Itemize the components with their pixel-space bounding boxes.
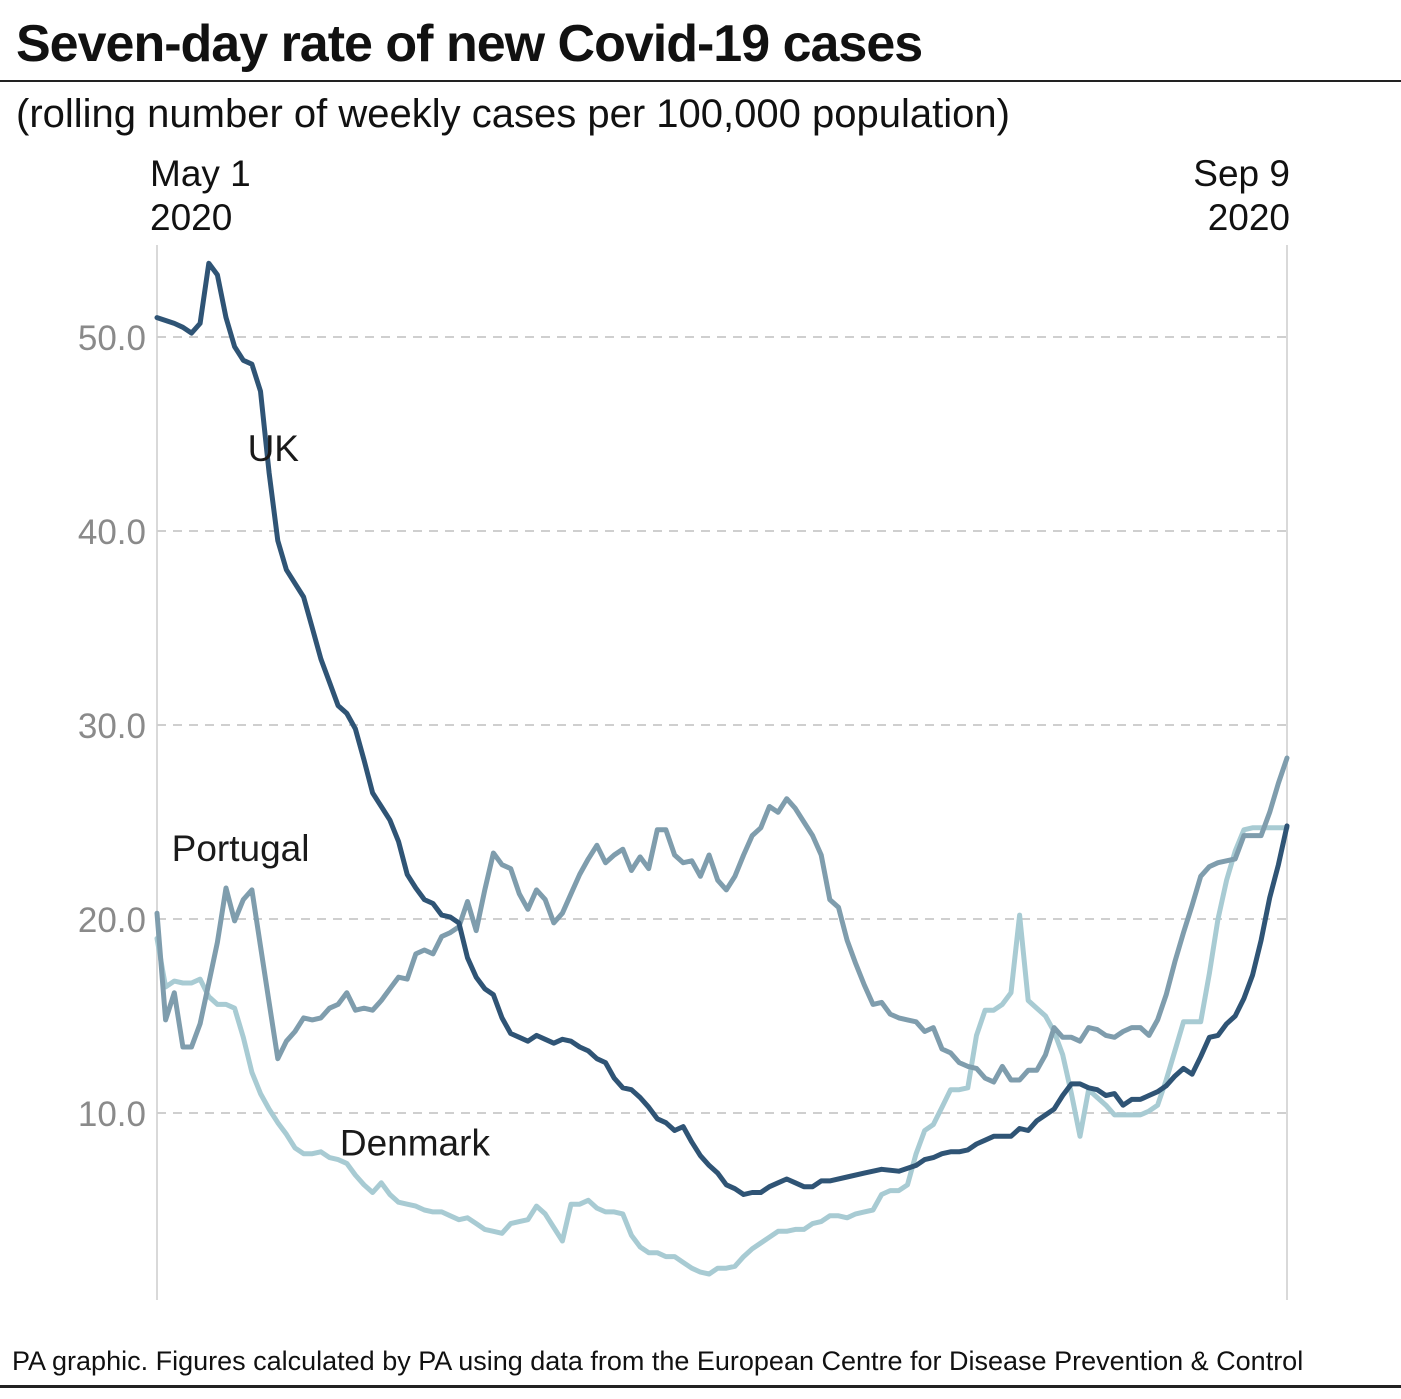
series-label-uk: UK	[248, 428, 300, 469]
x-end-label: Sep 9 2020	[1193, 152, 1290, 240]
axis-layer: 10.0 20.0 30.0 40.0 50.0	[78, 319, 146, 1134]
footer-divider	[0, 1385, 1401, 1388]
title-divider	[0, 80, 1401, 82]
series-line-uk	[154, 260, 1290, 1197]
y-tick-label: 20.0	[78, 901, 146, 940]
series-label-denmark: Denmark	[340, 1123, 491, 1164]
label-layer: UK Portugal Denmark	[172, 428, 491, 1164]
series-label-portugal: Portugal	[172, 828, 310, 869]
x-end-line2: 2020	[1207, 197, 1290, 238]
x-start-label: May 1 2020	[150, 152, 251, 240]
source-note: PA graphic. Figures calculated by PA usi…	[12, 1346, 1304, 1376]
series-line-denmark	[154, 825, 1290, 1277]
y-tick-label: 10.0	[78, 1095, 146, 1134]
series-layer	[154, 260, 1290, 1277]
y-tick-label: 50.0	[78, 319, 146, 358]
y-tick-label: 30.0	[78, 707, 146, 746]
chart-title: Seven-day rate of new Covid-19 cases	[16, 15, 923, 73]
x-start-line1: May 1	[150, 153, 251, 194]
chart-subtitle: (rolling number of weekly cases per 100,…	[16, 92, 1010, 136]
series-line-portugal	[154, 755, 1290, 1085]
x-end-line1: Sep 9	[1193, 153, 1290, 194]
x-start-line2: 2020	[150, 197, 233, 238]
y-tick-label: 40.0	[78, 513, 146, 552]
grid-layer	[156, 245, 1288, 1300]
